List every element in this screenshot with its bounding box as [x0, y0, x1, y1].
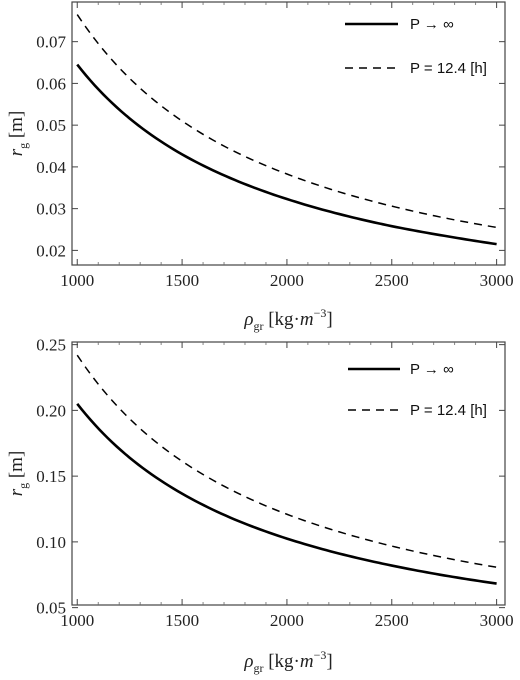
- x-axis-unit-var: m: [300, 651, 314, 672]
- y-tick-label: 0.25: [36, 336, 66, 355]
- x-tick-label: 2500: [375, 611, 409, 630]
- y-tick-label: 0.10: [36, 533, 66, 552]
- x-axis-unit-exp: −3: [314, 306, 327, 320]
- x-axis-unit: [kg·: [263, 309, 299, 330]
- series-line-1: [76, 63, 497, 246]
- y-axis-title: rg [m]: [6, 451, 30, 497]
- y-axis-subscript: g: [16, 483, 30, 489]
- x-axis-title: ρgr [kg·m−3]: [243, 648, 332, 675]
- legend-label-1: P → ∞: [410, 361, 454, 378]
- x-tick-label: 1500: [165, 611, 199, 630]
- x-axis-subscript: gr: [253, 661, 263, 675]
- y-tick-label: 0.15: [36, 467, 66, 486]
- x-axis-symbol: ρ: [243, 651, 253, 672]
- y-tick-label: 0.03: [36, 200, 66, 219]
- plot-frame: [71, 341, 506, 606]
- x-axis-unit-var: m: [300, 309, 314, 330]
- x-tick-label: 1000: [60, 611, 94, 630]
- x-axis-unit-exp: −3: [314, 648, 327, 662]
- series-line-1: [76, 403, 497, 585]
- x-axis-unit: [kg·: [263, 651, 299, 672]
- y-axis-unit: [m]: [6, 111, 27, 143]
- chart-panel-1: 1000 1500 2000 2500 3000 0.02 0.03 0.04 0.05 0.06…: [6, 1, 514, 333]
- x-tick-label: 2000: [270, 611, 304, 630]
- x-axis-title: ρgr [kg·m−3]: [243, 306, 332, 333]
- y-tick-label: 0.05: [36, 599, 66, 618]
- x-tick-label: 1500: [165, 271, 199, 290]
- y-tick-label: 0.02: [36, 241, 66, 260]
- x-axis-symbol: ρ: [243, 309, 253, 330]
- y-tick-label: 0.05: [36, 116, 66, 135]
- y-axis-unit: [m]: [6, 451, 27, 483]
- x-axis-unit-close: ]: [326, 651, 332, 672]
- x-tick-label: 1000: [60, 271, 94, 290]
- chart-panel-2: 1000 1500 2000 2500 3000 0.05 0.10 0.15 0.20 0.25…: [6, 336, 514, 675]
- y-axis-subscript: g: [16, 143, 30, 149]
- y-axis-symbol: r: [6, 488, 27, 496]
- x-tick-label: 2000: [270, 271, 304, 290]
- x-axis-subscript: gr: [253, 319, 263, 333]
- series-line-2: [76, 14, 497, 229]
- y-axis-symbol: r: [6, 148, 27, 156]
- x-tick-label: 3000: [480, 611, 514, 630]
- legend-label-2: P = 12.4 [h]: [410, 60, 487, 77]
- y-tick-label: 0.04: [36, 158, 66, 177]
- y-tick-label: 0.06: [36, 74, 66, 93]
- x-tick-label: 3000: [480, 271, 514, 290]
- x-tick-label: 2500: [375, 271, 409, 290]
- y-tick-label: 0.07: [36, 33, 66, 52]
- y-tick-label: 0.20: [36, 401, 66, 420]
- legend-label-2: P = 12.4 [h]: [410, 402, 487, 419]
- y-axis-title: rg [m]: [6, 111, 30, 157]
- legend-label-1: P → ∞: [410, 16, 454, 33]
- series-line-2: [76, 354, 497, 568]
- x-axis-unit-close: ]: [326, 309, 332, 330]
- plot-frame: [71, 1, 506, 266]
